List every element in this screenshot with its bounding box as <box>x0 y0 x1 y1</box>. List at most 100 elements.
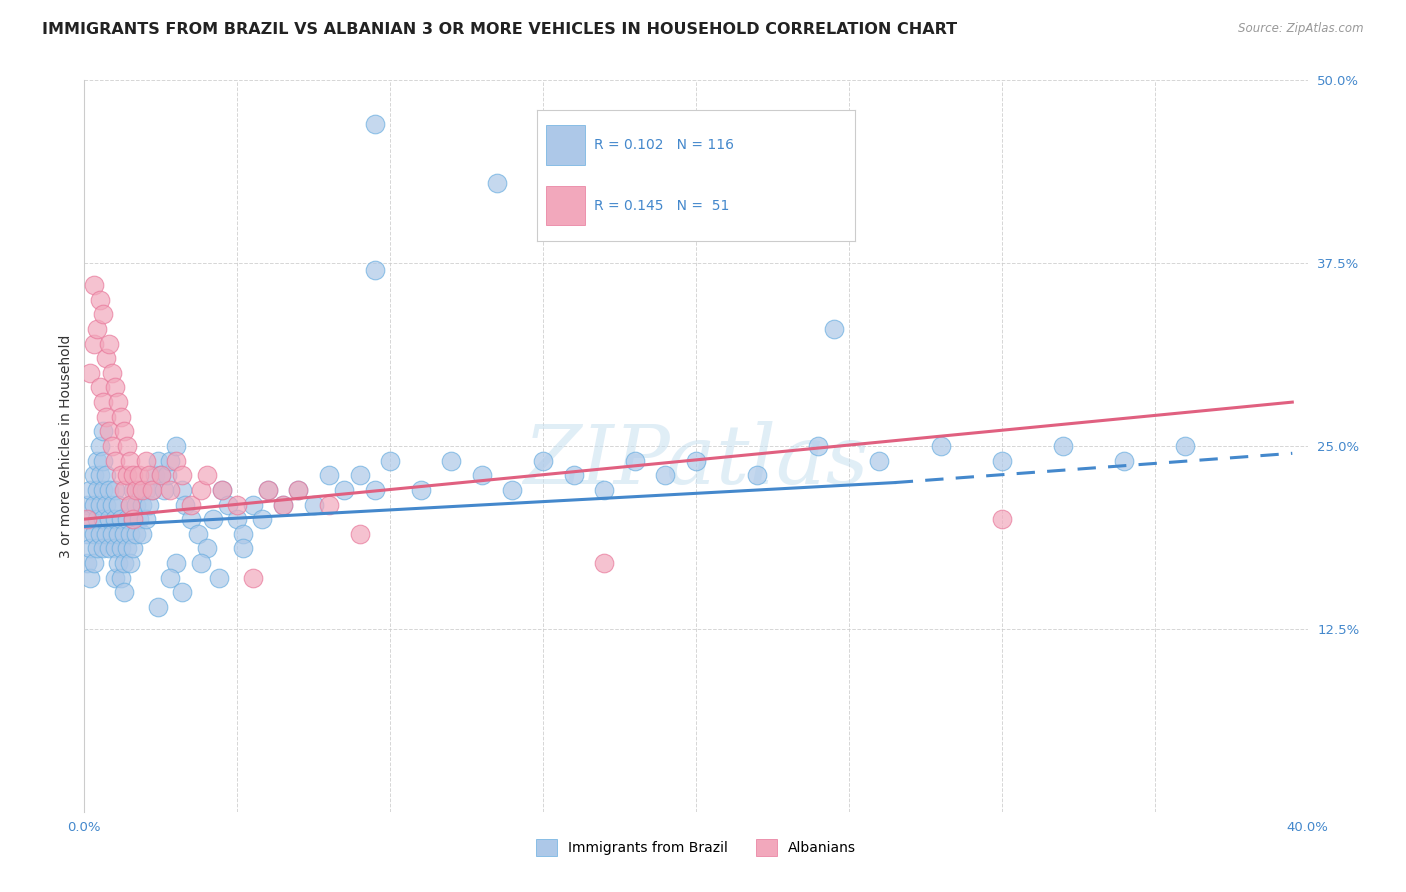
Point <box>593 483 616 497</box>
Point <box>86 322 108 336</box>
Point <box>94 468 117 483</box>
Point <box>83 278 105 293</box>
Point <box>159 453 181 467</box>
Point <box>94 351 117 366</box>
Point <box>159 483 181 497</box>
Point <box>97 336 120 351</box>
Point <box>318 498 340 512</box>
Point <box>120 526 142 541</box>
Point <box>318 468 340 483</box>
Point <box>257 483 280 497</box>
Point <box>89 526 111 541</box>
Point <box>89 293 111 307</box>
Point <box>195 541 218 556</box>
Point <box>165 556 187 570</box>
Point <box>156 468 179 483</box>
Y-axis label: 3 or more Vehicles in Household: 3 or more Vehicles in Household <box>59 334 73 558</box>
Point <box>654 468 676 483</box>
Point <box>115 541 138 556</box>
Point <box>128 483 150 497</box>
Point <box>120 498 142 512</box>
Point <box>91 425 114 439</box>
Point <box>685 453 707 467</box>
Point <box>101 498 124 512</box>
Point <box>180 512 202 526</box>
Point <box>79 512 101 526</box>
Point <box>250 512 273 526</box>
Point <box>104 512 127 526</box>
Point <box>135 512 157 526</box>
Text: Source: ZipAtlas.com: Source: ZipAtlas.com <box>1239 22 1364 36</box>
Point <box>120 556 142 570</box>
Point <box>83 336 105 351</box>
Point <box>86 453 108 467</box>
Point <box>101 526 124 541</box>
Point <box>180 498 202 512</box>
Point <box>624 453 647 467</box>
Point <box>122 512 145 526</box>
Point <box>91 307 114 321</box>
Point <box>91 483 114 497</box>
Point <box>991 512 1014 526</box>
Point <box>91 395 114 409</box>
Point <box>135 453 157 467</box>
Point <box>86 512 108 526</box>
Point <box>1052 439 1074 453</box>
Point <box>232 526 254 541</box>
Point <box>149 468 172 483</box>
Point <box>364 263 387 277</box>
Point <box>83 498 105 512</box>
Point <box>141 483 163 497</box>
Point <box>107 395 129 409</box>
Point <box>104 571 127 585</box>
Point <box>125 498 148 512</box>
Point <box>76 526 98 541</box>
Text: IMMIGRANTS FROM BRAZIL VS ALBANIAN 3 OR MORE VEHICLES IN HOUSEHOLD CORRELATION C: IMMIGRANTS FROM BRAZIL VS ALBANIAN 3 OR … <box>42 22 957 37</box>
Point <box>76 512 98 526</box>
Point <box>165 453 187 467</box>
Point <box>380 453 402 467</box>
Point <box>76 556 98 570</box>
Point <box>112 483 135 497</box>
Point <box>104 453 127 467</box>
Point <box>97 483 120 497</box>
Point <box>823 322 845 336</box>
Point <box>122 468 145 483</box>
Point <box>107 556 129 570</box>
Point <box>146 453 169 467</box>
Point <box>172 468 194 483</box>
Point <box>226 512 249 526</box>
Point <box>190 483 212 497</box>
Point <box>217 498 239 512</box>
Point <box>115 512 138 526</box>
Point <box>364 483 387 497</box>
Point <box>1114 453 1136 467</box>
Point <box>302 498 325 512</box>
Point <box>146 599 169 614</box>
Point <box>89 439 111 453</box>
Point <box>79 366 101 380</box>
Point <box>97 425 120 439</box>
Point <box>89 380 111 394</box>
Point <box>593 556 616 570</box>
Point <box>159 571 181 585</box>
Point <box>83 526 105 541</box>
Legend: Immigrants from Brazil, Albanians: Immigrants from Brazil, Albanians <box>536 839 856 856</box>
Point <box>91 512 114 526</box>
Point <box>271 498 294 512</box>
Point <box>91 541 114 556</box>
Point <box>562 468 585 483</box>
Point <box>486 176 509 190</box>
Point <box>104 483 127 497</box>
Point <box>79 571 101 585</box>
Point <box>471 468 494 483</box>
Point <box>991 453 1014 467</box>
Point <box>135 483 157 497</box>
Point <box>747 468 769 483</box>
Point <box>107 526 129 541</box>
Point <box>141 483 163 497</box>
Point <box>349 526 371 541</box>
Point <box>869 453 891 467</box>
Point <box>242 498 264 512</box>
Point <box>112 526 135 541</box>
